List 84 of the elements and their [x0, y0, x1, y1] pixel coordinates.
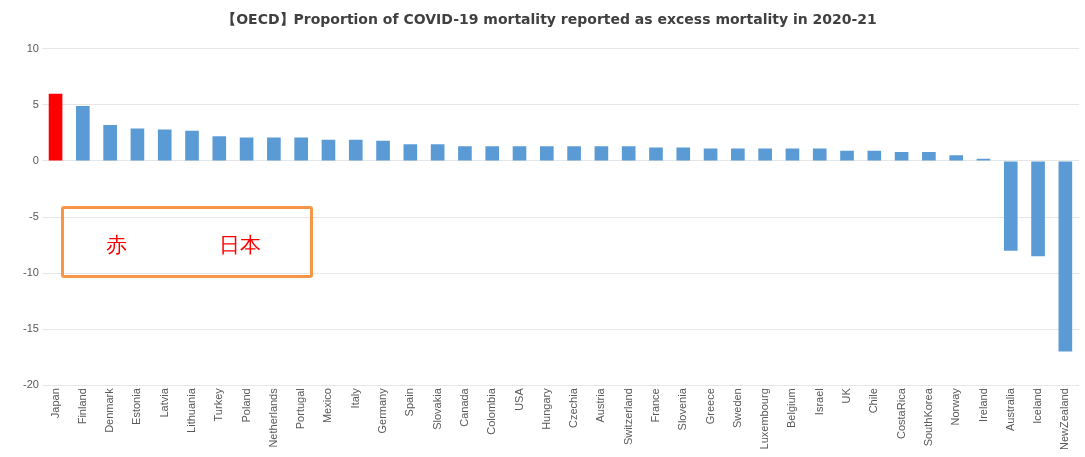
bar: [1058, 161, 1073, 352]
x-tick-label: France: [649, 388, 661, 423]
bar: [840, 150, 854, 161]
x-tick-label: CostaRica: [894, 387, 907, 439]
x-tick-label: SouthKorea: [921, 387, 934, 447]
x-tick-label: Slovenia: [676, 387, 689, 431]
bar: [76, 106, 90, 161]
x-tick-label: Slovakia: [430, 387, 443, 430]
x-tick-label: Spain: [403, 388, 416, 417]
y-tick-label: 0: [32, 153, 39, 166]
chart-title: 【OECD】Proportion of COVID-19 mortality reported as excess mortality in 2020-21: [222, 11, 877, 28]
x-tick-label: UK: [840, 387, 853, 404]
bar: [403, 144, 418, 161]
x-tick-label: Austria: [594, 387, 607, 423]
bar: [512, 146, 527, 161]
bar: [185, 130, 199, 161]
bar: [812, 148, 827, 161]
x-tick-label: Turkey: [212, 387, 225, 422]
y-tick-label: -10: [22, 266, 39, 279]
x-tick-label: Czechia: [567, 387, 580, 428]
bar: [321, 139, 336, 161]
bar: [458, 146, 472, 161]
bar: [594, 146, 609, 161]
bar: [294, 137, 308, 161]
bar: [430, 144, 445, 161]
x-tick-label: Netherlands: [266, 387, 279, 448]
bar: [376, 140, 390, 161]
x-tick-label: Iceland: [1031, 388, 1044, 424]
bar: [157, 129, 172, 161]
x-tick-label: Japan: [48, 388, 61, 419]
bar: [1003, 161, 1018, 251]
y-tick-label: -15: [22, 322, 39, 335]
bar: [949, 155, 964, 161]
bar: [758, 148, 772, 161]
x-tick-label: Chile: [867, 388, 880, 414]
x-tick-label: Switzerland: [621, 388, 634, 446]
x-tick-label: NewZealand: [1058, 388, 1071, 451]
bar: [567, 146, 581, 161]
bar: [48, 93, 63, 161]
bar: [267, 137, 281, 161]
y-tick-label: 5: [32, 97, 39, 110]
x-tick-label: Norway: [949, 387, 962, 426]
bar: [239, 137, 254, 161]
bar: [649, 147, 663, 161]
y-tick-label: -20: [22, 378, 39, 391]
x-tick-label: Belgium: [785, 388, 798, 428]
x-tick-label: Sweden: [730, 388, 743, 429]
y-tick-label: 10: [26, 41, 39, 54]
x-tick-label: Lithuania: [185, 387, 198, 433]
x-tick-label: Latvia: [157, 387, 170, 418]
x-tick-label: Canada: [457, 387, 470, 427]
annotation: 赤: [106, 232, 127, 259]
annotation: 日本: [219, 232, 261, 259]
x-tick-label: Hungary: [539, 387, 552, 430]
y-tick-label: -5: [29, 210, 39, 223]
x-tick-label: Greece: [703, 388, 716, 425]
bar: [348, 139, 363, 161]
bar: [1031, 161, 1045, 257]
x-tick-label: Colombia: [485, 387, 498, 435]
x-tick-label: Germany: [376, 387, 389, 434]
x-tick-label: Estonia: [130, 387, 143, 425]
bar: [867, 150, 882, 161]
bar: [103, 125, 117, 161]
bar: [731, 148, 745, 161]
bar: [485, 146, 500, 161]
bar: [621, 146, 636, 161]
x-tick-label: Italy: [348, 387, 361, 409]
x-tick-label: Luxembourg: [758, 388, 771, 450]
bar: [539, 146, 554, 161]
x-tick-label: Poland: [239, 388, 252, 423]
x-tick-label: Ireland: [976, 388, 989, 422]
x-tick-label: Israel: [812, 388, 825, 416]
x-tick-label: Denmark: [103, 387, 116, 433]
x-tick-label: Mexico: [321, 388, 334, 424]
x-tick-label: Australia: [1003, 387, 1016, 432]
x-tick-label: Finland: [75, 388, 88, 425]
x-tick-label: Portugal: [294, 388, 307, 430]
bar: [130, 128, 145, 161]
x-tick-label: USA: [512, 387, 525, 411]
note-box: 赤 日本: [61, 206, 313, 278]
bar: [212, 136, 227, 161]
bar: [676, 147, 691, 161]
bar: [922, 151, 936, 161]
bar: [894, 151, 909, 161]
